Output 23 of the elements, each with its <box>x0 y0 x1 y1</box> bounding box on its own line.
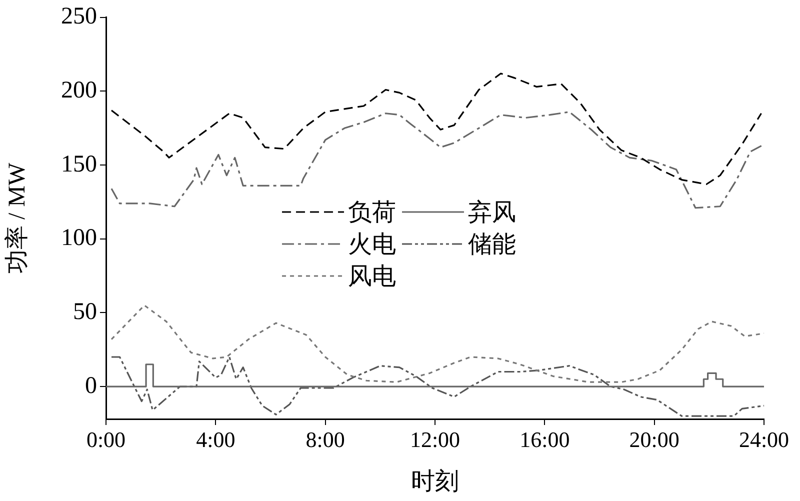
line-series <box>110 72 762 186</box>
y-tick-label: 100 <box>61 225 97 252</box>
x-tick-label: 20:00 <box>629 426 680 452</box>
y-tick-label: 50 <box>73 298 97 325</box>
x-tick-label: 0:00 <box>86 426 126 452</box>
x-tick-label: 16:00 <box>520 426 570 452</box>
legend-label: 风电 <box>348 263 396 292</box>
line-series <box>110 304 764 383</box>
line-series <box>110 356 764 417</box>
y-tick-label: 0 <box>85 372 97 399</box>
legend-label: 负荷 <box>348 199 396 228</box>
legend-label: 弃风 <box>468 198 516 228</box>
y-tick-label: 150 <box>61 151 97 178</box>
legend-label: 火电 <box>348 231 396 260</box>
y-axis-title: 功率 / MW <box>4 162 31 274</box>
x-axis-title: 时刻 <box>411 468 459 495</box>
x-tick-label: 12:00 <box>410 426 460 452</box>
x-tick-label: 8:00 <box>306 426 345 452</box>
legend-label: 储能 <box>468 231 516 260</box>
y-tick-label: 200 <box>61 78 97 104</box>
x-tick-label: 24:00 <box>738 426 790 452</box>
y-tick-label: 250 <box>61 4 97 30</box>
x-tick-label: 4:00 <box>196 426 236 452</box>
